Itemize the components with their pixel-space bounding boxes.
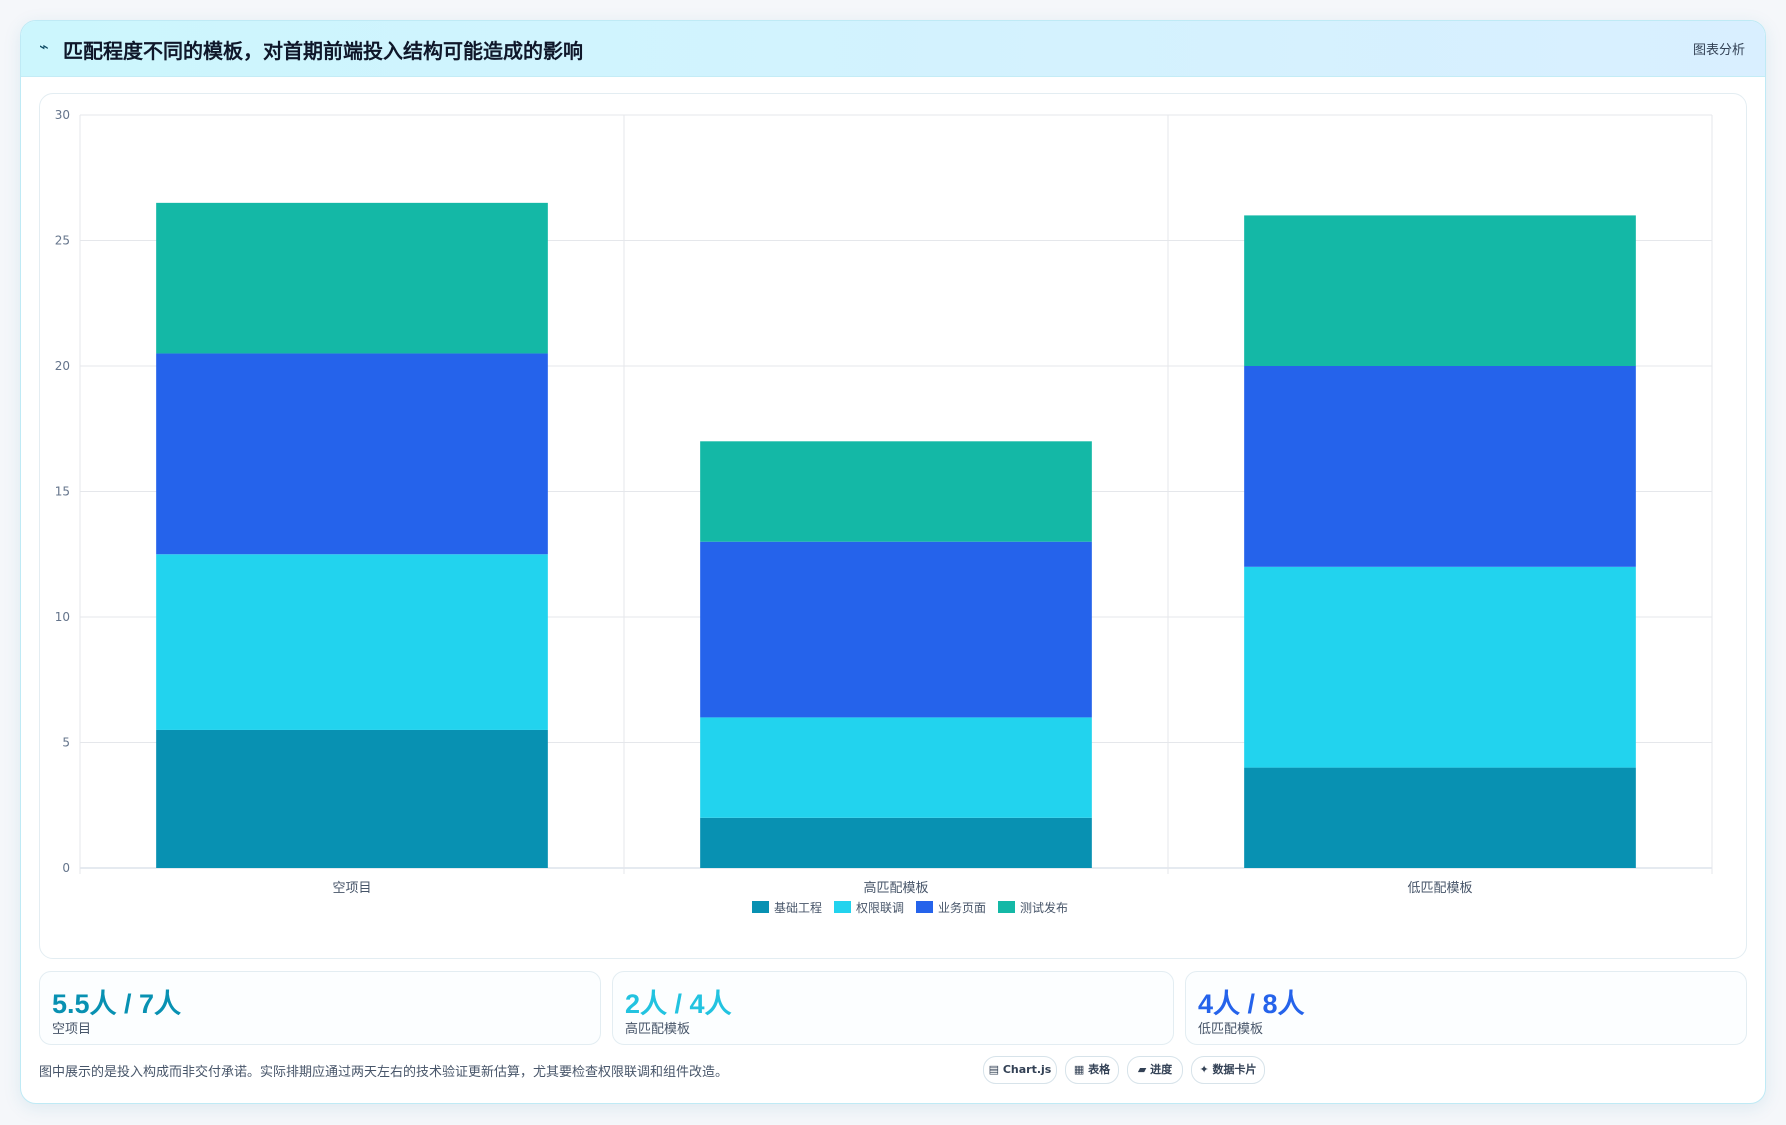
bar-segment bbox=[1244, 215, 1636, 366]
bar-segment bbox=[156, 353, 548, 555]
bar-segment bbox=[1244, 366, 1636, 567]
y-tick-label: 10 bbox=[55, 610, 70, 624]
x-tick-label: 低匹配模板 bbox=[1407, 881, 1472, 896]
chip-progress[interactable]: ▰ 进度 bbox=[1127, 1056, 1183, 1084]
stat-label: 高匹配模板 bbox=[625, 1022, 691, 1037]
panel-header: ⌁ 匹配程度不同的模板，对首期前端投入结构可能造成的影响 图表分析 bbox=[21, 21, 1765, 77]
bar-segment bbox=[1244, 767, 1636, 868]
legend-swatch bbox=[752, 901, 769, 913]
x-tick-label: 空项目 bbox=[332, 881, 371, 896]
stat-card-high-match: 2人 / 4人 高匹配模板 bbox=[612, 971, 1174, 1045]
bar-segment bbox=[700, 541, 1092, 718]
bar-segment bbox=[156, 554, 548, 730]
bar-segment bbox=[700, 817, 1092, 868]
y-tick-label: 15 bbox=[55, 485, 70, 499]
stat-card-empty-project: 5.5人 / 7人 空项目 bbox=[39, 971, 601, 1045]
y-tick-label: 25 bbox=[55, 234, 70, 248]
legend-label: 权限联调 bbox=[856, 901, 904, 915]
stat-card-low-match: 4人 / 8人 低匹配模板 bbox=[1185, 971, 1747, 1045]
chip-table[interactable]: ▦ 表格 bbox=[1065, 1056, 1119, 1084]
legend-swatch bbox=[998, 901, 1015, 913]
legend-swatch bbox=[916, 901, 933, 913]
chart-title: 匹配程度不同的模板，对首期前端投入结构可能造成的影响 bbox=[63, 39, 583, 63]
bar-segment bbox=[1244, 566, 1636, 768]
bar-segment bbox=[700, 717, 1092, 818]
bar-segment bbox=[700, 441, 1092, 542]
legend-label: 测试发布 bbox=[1020, 900, 1068, 915]
stat-value: 4人 / 8人 bbox=[1198, 989, 1305, 1019]
y-tick-label: 30 bbox=[55, 108, 70, 122]
chart-panel: ⌁ 匹配程度不同的模板，对首期前端投入结构可能造成的影响 图表分析 0 5 10 15… bbox=[20, 20, 1766, 1104]
legend-swatch bbox=[834, 901, 851, 913]
legend-label: 业务页面 bbox=[938, 900, 986, 915]
stat-label: 空项目 bbox=[52, 1022, 92, 1037]
y-tick-label: 20 bbox=[55, 359, 70, 373]
chip-chartjs[interactable]: ▤ Chart.js bbox=[983, 1056, 1057, 1084]
legend-label: 基础工程 bbox=[774, 900, 822, 915]
y-tick-label: 0 bbox=[62, 861, 70, 875]
stat-label: 低匹配模板 bbox=[1198, 1022, 1264, 1037]
y-tick-label: 5 bbox=[62, 736, 70, 750]
stat-value: 5.5人 / 7人 bbox=[52, 989, 182, 1019]
stat-value: 2人 / 4人 bbox=[625, 989, 732, 1019]
footer-note: 图中展示的是投入构成而非交付承诺。实际排期应通过两天左右的技术验证更新估算，尤其… bbox=[39, 1065, 729, 1080]
x-tick-label: 高匹配模板 bbox=[863, 880, 928, 896]
chart-analysis-tag[interactable]: 图表分析 bbox=[1692, 43, 1745, 58]
trend-icon: ⌁ bbox=[39, 37, 49, 56]
bar-segment bbox=[156, 729, 548, 868]
chart-container: 0 5 10 15 20 25 30 空项目 高匹配模板 低匹配模板基础工程 权限联调 业务页面 测试发… bbox=[39, 93, 1747, 959]
chip-data-cards[interactable]: ✦ 数据卡片 bbox=[1191, 1056, 1265, 1084]
bar-segment bbox=[156, 202, 548, 354]
